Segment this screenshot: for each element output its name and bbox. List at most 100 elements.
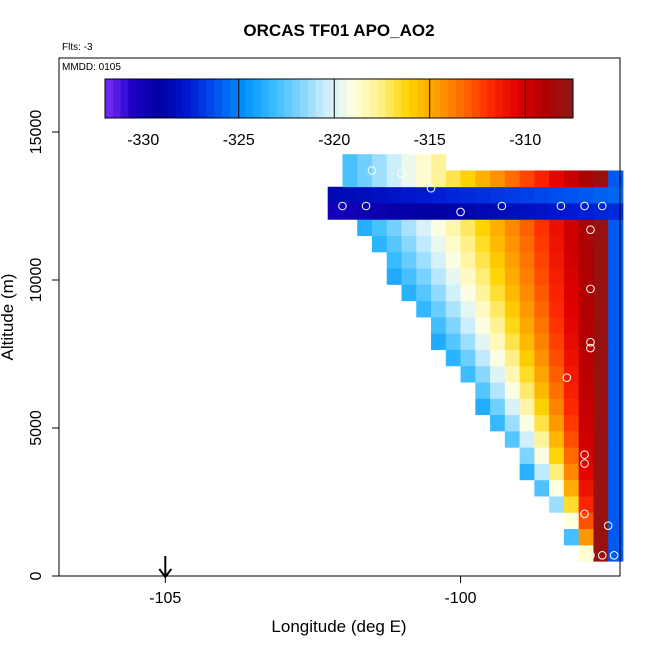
- colorbar-swatch: [487, 79, 496, 118]
- heat-cell: [445, 268, 461, 285]
- heat-cell: [593, 349, 609, 367]
- heat-cell: [490, 251, 506, 269]
- colorbar-swatch: [339, 79, 348, 118]
- heat-cell: [593, 268, 609, 285]
- heat-cell: [342, 186, 358, 204]
- heat-cell: [549, 219, 565, 236]
- heat-cell: [519, 430, 535, 448]
- heat-cell: [563, 186, 580, 204]
- heat-cell: [490, 333, 506, 350]
- plot-frame: [58, 57, 621, 577]
- heat-cell: [549, 382, 565, 399]
- colorbar-swatch: [549, 79, 558, 118]
- heat-cell: [534, 414, 550, 432]
- heat-cell: [504, 382, 521, 399]
- colorbar-swatch: [541, 79, 550, 118]
- heat-cell: [386, 251, 402, 269]
- heat-cell: [534, 349, 550, 367]
- heat-cell: [504, 317, 521, 334]
- heat-cell: [490, 219, 506, 236]
- observation-point: [580, 450, 589, 459]
- colorbar-swatch: [292, 79, 301, 118]
- heat-cell: [386, 203, 402, 220]
- observation-point: [586, 225, 595, 234]
- heat-cell: [371, 219, 388, 236]
- heat-cell: [431, 268, 447, 285]
- heat-cell: [593, 479, 609, 497]
- heat-cell: [357, 203, 373, 220]
- heat-cell: [563, 284, 580, 302]
- heat-cell: [608, 317, 624, 334]
- colorbar-swatch: [190, 79, 199, 118]
- heat-cell: [504, 186, 521, 204]
- heat-cell: [549, 317, 565, 334]
- heat-cell: [593, 512, 609, 530]
- heat-cell: [519, 219, 535, 236]
- colorbar-swatch: [393, 79, 402, 118]
- heat-cell: [608, 170, 624, 188]
- colorbar-swatch: [151, 79, 160, 118]
- heat-cell: [401, 251, 417, 269]
- heat-cell: [563, 349, 580, 367]
- observation-point: [597, 201, 607, 211]
- heat-cell: [342, 203, 358, 220]
- colorbar-swatch: [323, 79, 332, 118]
- heat-cell: [460, 170, 476, 188]
- colorbar-tick-label: -320: [318, 132, 350, 149]
- heat-cell: [490, 349, 506, 367]
- heat-cell: [534, 333, 550, 350]
- heat-cell: [519, 235, 535, 253]
- colorbar-swatch: [120, 79, 129, 118]
- observation-point: [586, 337, 595, 347]
- colorbar-swatch: [534, 79, 543, 118]
- heat-cell: [475, 219, 491, 236]
- observation-point: [562, 373, 572, 382]
- heat-cell: [563, 365, 580, 383]
- y-tick-label: 10000: [28, 258, 45, 303]
- heat-cell: [563, 398, 580, 416]
- heat-cell: [475, 186, 491, 204]
- heat-cell: [593, 414, 609, 432]
- heat-cell: [342, 170, 358, 188]
- heat-cell: [386, 219, 402, 236]
- heat-cell: [431, 219, 447, 236]
- heat-cell: [534, 463, 550, 481]
- heat-cell: [608, 268, 624, 285]
- observation-point: [497, 201, 507, 211]
- colorbar-swatch: [456, 79, 465, 118]
- heat-cell: [578, 235, 594, 253]
- heat-cell: [475, 170, 491, 188]
- heat-cell: [608, 382, 624, 399]
- heat-cell: [549, 251, 565, 269]
- observation-point: [367, 166, 377, 175]
- heat-cell: [608, 365, 624, 383]
- heat-cell: [578, 349, 594, 367]
- heat-cell: [593, 544, 609, 562]
- heat-cell: [475, 268, 491, 285]
- heat-cell: [401, 284, 417, 302]
- heat-cell: [578, 528, 594, 546]
- heat-cell: [608, 219, 624, 236]
- heat-cell: [593, 430, 609, 448]
- heat-cell: [460, 186, 476, 204]
- heat-cell: [431, 235, 447, 253]
- heat-cell: [593, 300, 609, 318]
- heat-cell: [460, 349, 476, 367]
- heat-cell: [608, 528, 624, 546]
- heat-cell: [519, 300, 535, 318]
- heat-cell: [549, 365, 565, 383]
- heat-cell: [519, 284, 535, 302]
- heat-cell: [608, 186, 624, 204]
- heat-cell: [549, 203, 565, 220]
- heat-cell: [445, 333, 461, 350]
- heat-cell: [563, 203, 580, 220]
- heat-cell: [563, 479, 580, 497]
- heat-cell: [460, 300, 476, 318]
- heat-cell: [578, 251, 594, 269]
- heat-cell: [519, 251, 535, 269]
- heat-cell: [490, 203, 506, 220]
- heat-cell: [445, 170, 461, 188]
- heat-cell: [563, 251, 580, 269]
- heat-cell: [608, 496, 624, 513]
